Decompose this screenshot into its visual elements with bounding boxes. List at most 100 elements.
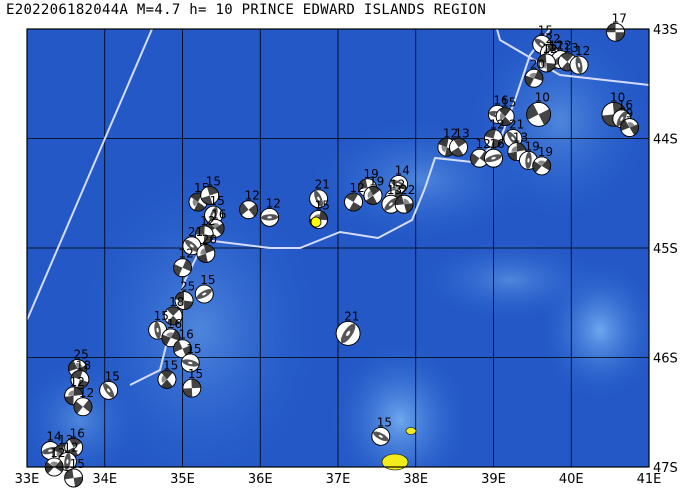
focal-mechanism: 15	[194, 273, 216, 304]
focal-depth-label: 9	[626, 107, 634, 121]
focal-mechanism: 19	[519, 139, 540, 170]
focal-depth-label: 16	[167, 317, 182, 331]
x-axis-labels: 33E 34E 35E 36E 37E 38E 39E 40E 41E	[15, 472, 662, 487]
focal-depth-label: 10	[610, 90, 625, 104]
focal-depth-label: 22	[400, 183, 415, 197]
focal-depth-label: 15	[315, 199, 330, 213]
x-tick-label: 40E	[559, 472, 584, 487]
focal-mechanism: 12	[173, 247, 194, 278]
focal-depth-label: 16	[179, 328, 194, 342]
focal-depth-label: 12	[476, 137, 491, 151]
focal-depth-label: 13	[513, 131, 528, 145]
focal-depth-label: 16	[211, 207, 226, 221]
focal-mechanism: 13	[449, 126, 470, 157]
focal-depth-label: 14	[395, 163, 410, 177]
focal-mechanism: 15	[157, 358, 178, 389]
marion-island	[381, 453, 409, 471]
focal-mechanism: 17	[606, 11, 627, 42]
focal-mechanism: 12	[73, 386, 94, 417]
focal-depth-label: 12	[200, 214, 215, 228]
focal-depth-label: 21	[315, 178, 330, 192]
focal-mechanism: 15	[182, 367, 203, 398]
focal-depth-label: 15	[377, 415, 392, 429]
focal-mechanism: 21	[309, 178, 330, 209]
focal-depth-label: 12	[70, 375, 85, 389]
focal-mechanism: 12	[484, 118, 505, 148]
y-tick-label: 43S	[653, 23, 678, 38]
focal-depth-label: 12	[245, 189, 260, 203]
focal-mechanism: 22	[394, 183, 415, 214]
focal-depth-label: 19	[524, 139, 539, 153]
focal-depth-label: 21	[509, 118, 524, 132]
focal-mechanism: 15	[99, 369, 120, 400]
y-tick-label: 46S	[653, 352, 678, 367]
x-tick-label: 38E	[403, 472, 428, 487]
focal-mechanism: 15	[180, 342, 202, 373]
focal-mechanism: 12	[260, 196, 281, 227]
y-tick-label: 47S	[653, 461, 678, 476]
focal-depth-label: 21	[344, 309, 359, 323]
focal-depth-label: 12	[490, 118, 505, 132]
focal-mechanism: 16	[484, 137, 505, 168]
focal-depth-label: 15	[154, 309, 169, 323]
focal-depth-label: 19	[364, 167, 379, 181]
focal-mechanism: 19	[363, 174, 384, 205]
focal-depth-label: 12	[350, 181, 365, 195]
focal-depth-label: 25	[180, 280, 195, 294]
focal-depth-label: 19	[538, 145, 553, 159]
focal-depth-label: 12	[443, 126, 458, 140]
focal-mechanism: 14	[389, 163, 410, 194]
focal-depth-label: 25	[74, 347, 89, 361]
focal-mechanism: 12	[536, 42, 558, 73]
focal-mechanism: 16	[161, 317, 182, 348]
focal-depth-label: 15	[163, 358, 178, 372]
y-tick-label: 45S	[653, 242, 678, 257]
x-tick-label: 34E	[92, 472, 117, 487]
focal-depth-label: 12	[542, 42, 557, 56]
focal-depth-label: 15	[501, 96, 516, 110]
focal-depth-label: 12	[50, 446, 65, 460]
focal-depth-label: 12	[556, 39, 571, 53]
focal-depth-label: 15	[206, 174, 221, 188]
focal-depth-label: 14	[46, 430, 61, 444]
prince-edward-island	[405, 427, 417, 435]
focal-mechanism: 18	[70, 358, 91, 389]
focal-depth-label: 20	[202, 232, 217, 246]
focal-mechanism: 15	[371, 415, 392, 446]
focal-depth-label: 16	[493, 93, 508, 107]
y-tick-label: 44S	[653, 133, 678, 148]
map-title: E202206182044A M=4.7 h= 10 PRINCE EDWARD…	[6, 2, 487, 18]
focal-depth-label: 13	[387, 183, 402, 197]
focal-mechanism: 20	[196, 232, 217, 263]
focal-mechanism: 12	[194, 214, 216, 245]
focal-mechanism: 19	[532, 145, 553, 176]
focal-depth-label: 12	[575, 44, 590, 58]
focal-mechanism: 12	[239, 189, 260, 220]
focal-depth-label: 20	[530, 57, 545, 71]
y-axis-labels: 43S 44S 45S 46S 47S	[653, 23, 678, 476]
focal-mechanism: 13	[381, 183, 402, 214]
focal-mechanism: 15	[495, 96, 516, 126]
focal-mechanism: 10	[526, 90, 551, 127]
focal-depth-label: 15	[200, 273, 215, 287]
focal-depth-label: 13	[455, 126, 470, 140]
map-frame	[26, 28, 650, 468]
x-tick-label: 41E	[637, 472, 662, 487]
focal-mechanism: 15	[200, 174, 221, 205]
focal-mechanism: 20	[524, 57, 545, 88]
focal-mechanism: 12	[569, 44, 590, 75]
focal-mechanism: 18	[163, 295, 184, 326]
focal-depth-label: 16	[70, 426, 85, 440]
focal-depth-label: 15	[70, 457, 85, 471]
focal-depth-label: 12	[63, 441, 78, 455]
focal-depth-label: 19	[369, 174, 384, 188]
focal-depth-label: 15	[210, 194, 225, 208]
focal-depth-label: 15	[105, 369, 120, 383]
focal-depth-label: 15	[188, 367, 203, 381]
focal-depth-label: 16	[490, 137, 505, 151]
bathymetry	[27, 29, 649, 467]
focal-mechanism: 12	[344, 181, 365, 212]
focal-mechanism: 21	[335, 309, 361, 346]
